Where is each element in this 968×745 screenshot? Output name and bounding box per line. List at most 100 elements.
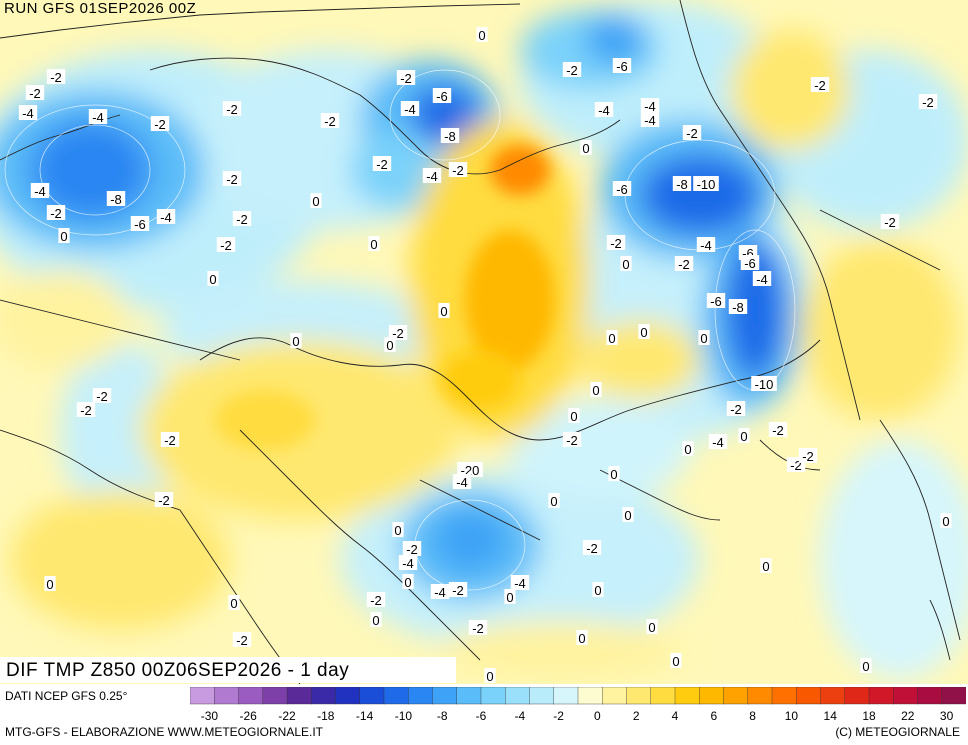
isoline-label-bg [682, 441, 694, 456]
legend-tick-label: -8 [437, 709, 448, 723]
isoline-label: 0 [550, 494, 557, 509]
isoline-label: 0 [46, 577, 53, 592]
isoline-label-bg [580, 140, 592, 155]
isoline-label: 0 [506, 590, 513, 605]
isoline-label: -4 [514, 576, 526, 591]
isoline-label: -2 [80, 403, 92, 418]
isoline-label-bg [738, 428, 750, 443]
isoline-label-bg [484, 668, 496, 683]
legend-swatch [674, 687, 700, 705]
legend-tick-label: 22 [901, 709, 915, 723]
isoline-label-bg [860, 658, 872, 673]
isoline-label: 0 [862, 659, 869, 674]
isoline-label-bg [918, 94, 938, 109]
isoline-label: 0 [209, 272, 216, 287]
isoline-label: -4 [34, 184, 46, 199]
isoline-label-bg [751, 376, 777, 391]
isoline-label-bg [310, 193, 322, 208]
legend-swatch [190, 687, 215, 705]
data-source: DATI NCEP GFS 0.25° [5, 689, 128, 703]
isoline-label: -2 [400, 71, 412, 86]
isoline-label-bg [880, 214, 900, 229]
isoline-label: -4 [160, 210, 172, 225]
legend-tick-label: -18 [317, 709, 335, 723]
isoline-label: -2 [220, 238, 232, 253]
isoline-label: -4 [404, 102, 416, 117]
legend-tick-label: 0 [594, 709, 601, 723]
legend-swatch [408, 687, 434, 705]
isoline-label: -8 [676, 177, 688, 192]
isoline-label: 0 [762, 559, 769, 574]
isoline-label: -4 [434, 585, 446, 600]
isoline-label: 0 [230, 596, 237, 611]
isoline-label-bg [440, 128, 460, 143]
legend-swatch [286, 687, 312, 705]
isoline-label-bg [106, 191, 126, 206]
isoline-label-bg [810, 77, 830, 92]
isoline-label-bg [568, 408, 580, 423]
isoline-label-bg [670, 653, 682, 668]
isoline-label-bg [372, 156, 392, 171]
isoline-label-bg [25, 85, 45, 100]
isoline-label-bg [590, 382, 602, 397]
isoline-label: -4 [402, 556, 414, 571]
isoline-label: -2 [158, 493, 170, 508]
isoline-label-bg [130, 216, 150, 231]
legend-tick-label: -22 [278, 709, 296, 723]
isoline-label: -4 [644, 113, 656, 128]
isoline-label-bg [592, 582, 604, 597]
isoline-label: -6 [710, 294, 722, 309]
isoline-label-bg [504, 589, 516, 604]
legend-tick-label: -4 [514, 709, 525, 723]
isoline-label-bg [640, 112, 660, 127]
legend-swatch [650, 687, 676, 705]
isoline-label: 0 [372, 613, 379, 628]
isoline-label: -2 [686, 126, 698, 141]
legend-swatch [626, 687, 652, 705]
isoline-label: 0 [700, 331, 707, 346]
isoline-label: 0 [684, 442, 691, 457]
legend-tick-label: -10 [395, 709, 413, 723]
legend-tick-label: 8 [749, 709, 756, 723]
isoline-label: 0 [942, 514, 949, 529]
isoline-label-bg [46, 69, 66, 84]
isoline-label: -6 [616, 59, 628, 74]
isoline-label: -2 [678, 257, 690, 272]
warm-cores [215, 145, 555, 450]
isoline-label-bg [476, 27, 488, 42]
legend-swatch [529, 687, 555, 705]
isoline-label: -2 [392, 326, 404, 341]
isoline-label: 0 [386, 338, 393, 353]
isoline-label-bg [92, 388, 112, 403]
legend-swatch [359, 687, 385, 705]
isoline-label-bg [160, 432, 180, 447]
isoline-label-bg [228, 595, 240, 610]
isoline-label: -8 [444, 129, 456, 144]
legend-swatch [699, 687, 725, 705]
isoline-label-bg [438, 303, 450, 318]
legend-swatch [456, 687, 482, 705]
legend-swatch [917, 687, 943, 705]
legend-swatch [262, 687, 288, 705]
isoline-label: -4 [92, 110, 104, 125]
isoline-label: -2 [610, 236, 622, 251]
isoline-label-bg [740, 255, 760, 270]
isoline-label: -4 [644, 99, 656, 114]
isoline-label: -2 [566, 63, 578, 78]
isoline-label: -2 [324, 114, 336, 129]
isoline-label-bg [402, 541, 422, 556]
isoline-label: 0 [404, 575, 411, 590]
legend-swatch [747, 687, 773, 705]
isoline-label-bg [392, 522, 404, 537]
temperature-anomaly-map: 0-2-2-4 -4 -2-2-2-2-4-6-8-2-4 -2-2-4-2-8-6-… [0, 0, 968, 684]
legend-tick-label: 18 [862, 709, 876, 723]
isoline-label: -4 [426, 169, 438, 184]
isoline-label: -10 [755, 377, 774, 392]
legend-tick-label: 14 [824, 709, 838, 723]
isoline-label-bg [693, 176, 719, 191]
legend-swatch [311, 687, 337, 705]
isoline-label: -8 [732, 300, 744, 315]
footer-credit: MTG-GFS - ELABORAZIONE WWW.METEOGIORNALE… [5, 725, 324, 739]
isoline-label: -4 [712, 435, 724, 450]
legend-swatch [868, 687, 894, 705]
